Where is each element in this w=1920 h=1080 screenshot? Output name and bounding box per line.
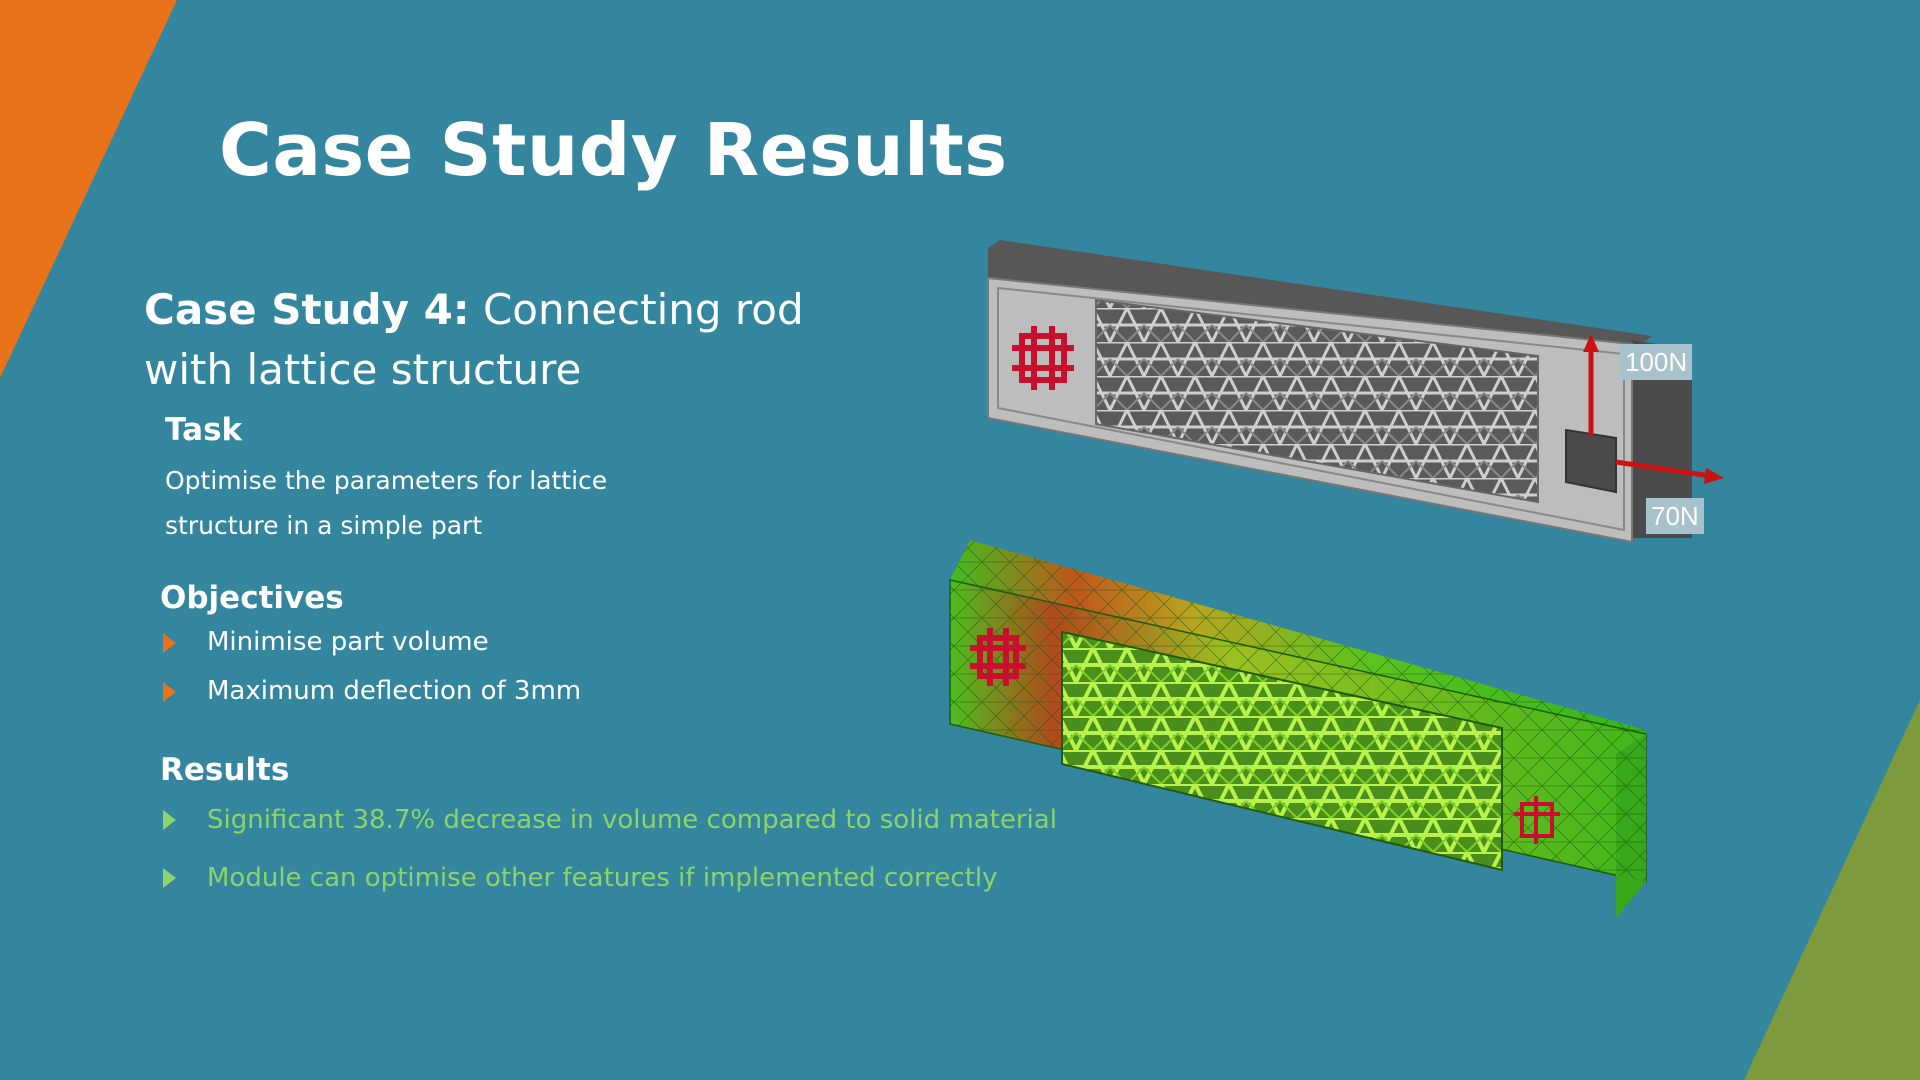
list-item: Significant 38.7% decrease in volume com… bbox=[163, 791, 1057, 849]
objectives-list: Minimise part volume Maximum deflection … bbox=[163, 618, 581, 716]
lattice-rod-illustration bbox=[949, 240, 1724, 918]
fixed-support-icon bbox=[1012, 326, 1074, 390]
orange-corner-triangle bbox=[0, 0, 177, 378]
task-description: Optimise the parameters for lattice stru… bbox=[165, 466, 608, 540]
lattice-rod-figure: 100N 70N bbox=[940, 240, 1740, 930]
list-item: Module can optimise other features if im… bbox=[163, 849, 1057, 907]
force-label-vertical: 100N bbox=[1620, 344, 1693, 380]
objective-text: Minimise part volume bbox=[207, 627, 489, 657]
result-text: Module can optimise other features if im… bbox=[207, 863, 998, 893]
result-text: Significant 38.7% decrease in volume com… bbox=[207, 805, 1057, 835]
force-arrow-horizontal bbox=[1615, 459, 1724, 484]
fixed-support-icon bbox=[970, 628, 1026, 686]
bullet-arrow-icon bbox=[163, 810, 176, 830]
bullet-arrow-icon bbox=[163, 632, 176, 653]
fea-result bbox=[949, 540, 1647, 918]
bullet-arrow-icon bbox=[163, 681, 176, 702]
cad-part bbox=[987, 240, 1724, 544]
force-arrow-vertical bbox=[1583, 334, 1599, 436]
task-heading: Task bbox=[165, 412, 243, 448]
list-item: Minimise part volume bbox=[163, 618, 581, 667]
objective-text: Maximum deflection of 3mm bbox=[207, 676, 582, 706]
slide-title: Case Study Results bbox=[219, 108, 1008, 192]
green-corner-triangle bbox=[1744, 700, 1920, 1080]
case-study-label: Case Study 4: bbox=[144, 285, 470, 334]
force-label-horizontal: 70N bbox=[1646, 498, 1704, 534]
list-item: Maximum deflection of 3mm bbox=[163, 667, 581, 716]
results-heading: Results bbox=[160, 752, 290, 788]
results-list: Significant 38.7% decrease in volume com… bbox=[163, 791, 1057, 907]
bullet-arrow-icon bbox=[163, 868, 176, 888]
load-point-icon bbox=[1514, 796, 1560, 844]
case-study-heading: Case Study 4: Connecting rod with lattic… bbox=[144, 280, 904, 400]
objectives-heading: Objectives bbox=[160, 580, 344, 616]
case-study-name: Connecting rod with lattice structure bbox=[144, 285, 804, 394]
